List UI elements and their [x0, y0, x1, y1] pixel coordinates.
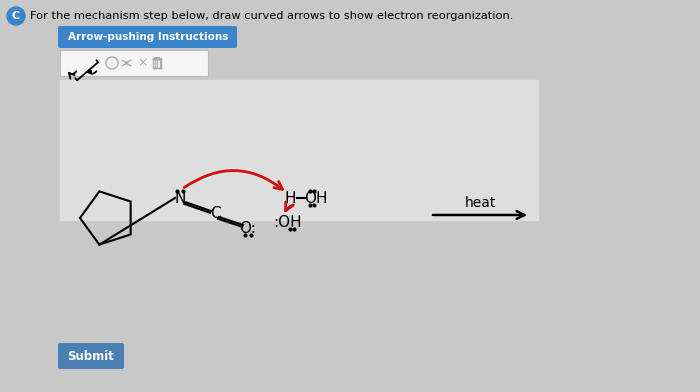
Text: heat: heat	[464, 196, 496, 210]
FancyBboxPatch shape	[60, 50, 208, 76]
Text: O:: O:	[239, 221, 256, 236]
Bar	[60, 80, 538, 220]
Text: C: C	[12, 11, 20, 21]
Text: Submit: Submit	[68, 350, 114, 363]
Text: C: C	[210, 205, 220, 221]
Circle shape	[7, 7, 25, 25]
Text: N: N	[174, 191, 186, 205]
Text: For the mechanism step below, draw curved arrows to show electron reorganization: For the mechanism step below, draw curve…	[30, 11, 513, 21]
FancyBboxPatch shape	[58, 26, 237, 48]
Text: OH: OH	[304, 191, 328, 205]
Bar	[153, 59, 161, 68]
Text: ×: ×	[138, 56, 148, 69]
FancyBboxPatch shape	[58, 343, 124, 369]
Text: :OH: :OH	[274, 214, 302, 229]
Text: Arrow-pushing Instructions: Arrow-pushing Instructions	[68, 32, 228, 42]
Text: H: H	[284, 191, 295, 205]
